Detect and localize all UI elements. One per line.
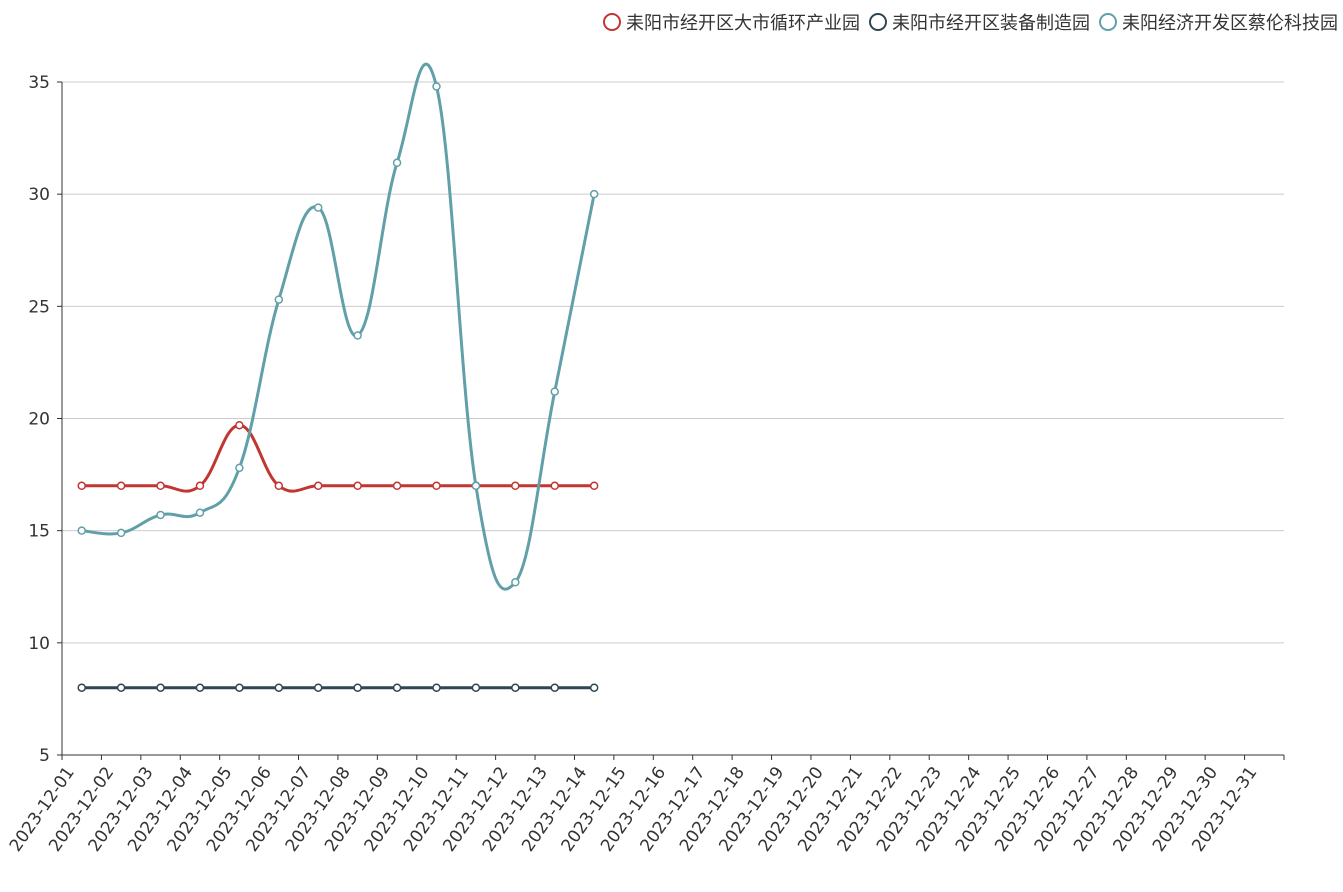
legend-text: 耒阳市经开区装备制造园 [892,13,1090,34]
data-point [156,510,165,520]
data-point [195,481,205,491]
series-line [81,62,596,591]
data-point [235,683,244,692]
legend-item: 耒阳经济开发区蔡伦科技园 [1099,13,1338,34]
data-point [392,158,402,168]
data-point [156,481,165,491]
data-point [392,481,402,491]
data-point [511,481,520,491]
y-tick-label: 20 [28,410,50,430]
data-point [589,683,599,692]
legend-text: 耒阳市经开区大市循环产业园 [626,13,860,34]
data-point [77,481,86,491]
y-tick-label: 5 [39,746,50,766]
data-point [77,526,86,535]
legend-icon [869,13,887,31]
data-point [116,683,126,692]
data-point [116,481,126,491]
data-point [77,683,86,692]
data-point [353,331,362,340]
legend-icon [1099,13,1117,31]
data-point [432,82,441,91]
data-point [235,463,244,473]
data-point [313,683,323,692]
series-line [81,423,595,493]
y-tick-label: 10 [28,634,50,654]
data-point [511,578,520,587]
data-point [353,481,362,491]
data-point [550,683,559,692]
data-point [313,481,323,491]
data-point [156,683,165,692]
y-tick-label: 15 [28,522,50,542]
legend-text: 耒阳经济开发区蔡伦科技园 [1122,13,1338,34]
data-point [511,683,520,692]
data-point [589,481,599,491]
legend-item: 耒阳市经开区装备制造园 [869,13,1090,34]
data-point [432,683,441,692]
y-tick-label: 35 [28,73,50,93]
data-point [471,481,481,491]
data-point [195,683,205,692]
data-point [471,683,481,692]
data-point [274,683,284,692]
data-point [195,508,205,517]
y-tick-label: 30 [28,185,50,205]
data-point [313,203,323,212]
data-point [353,683,362,692]
data-point [550,387,559,396]
data-point [589,189,599,199]
y-tick-label: 25 [28,297,50,317]
legend-item: 耒阳市经开区大市循环产业园 [603,13,860,34]
data-point [274,481,284,491]
data-point [235,420,244,430]
data-point [392,683,402,692]
data-point [432,481,441,491]
data-point [550,481,559,491]
data-point [116,528,126,538]
data-point [274,295,284,304]
legend-icon [603,13,621,31]
